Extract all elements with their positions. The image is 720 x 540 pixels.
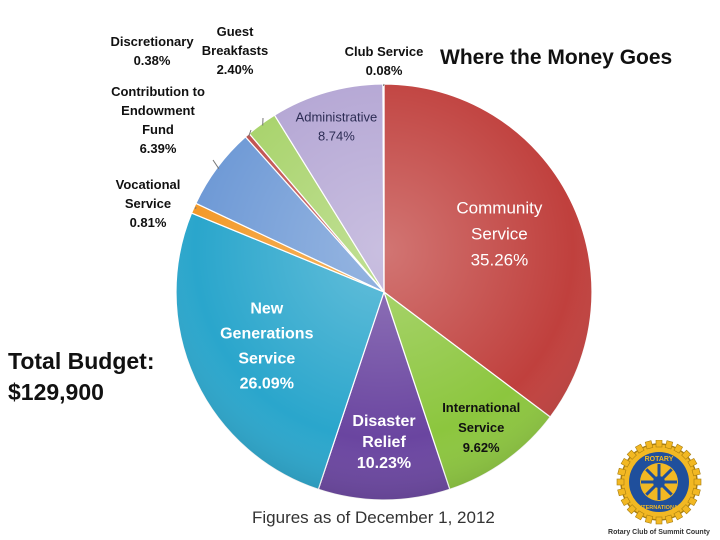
logo-gear-tooth: [691, 487, 701, 497]
logo-gear-tooth: [616, 478, 625, 486]
logo-gear-tooth: [693, 478, 702, 486]
slice-label-new-generations-service: New Generations Service 26.09%: [220, 300, 313, 392]
logo-gear-tooth: [673, 443, 684, 454]
logo-gear-tooth: [681, 504, 692, 515]
logo-caption: Rotary Club of Summit County: [608, 529, 710, 536]
logo-gear-tooth: [617, 487, 627, 497]
logo-gear-tooth: [687, 457, 698, 468]
logo-gear-tooth: [634, 443, 645, 454]
leader-line-contribution-to-endowment-fund: [212, 159, 220, 170]
logo-gear-tooth: [617, 467, 627, 477]
slice-label-administrative: Administrative 8.74%: [296, 110, 378, 144]
logo-gear-tooth: [673, 510, 684, 521]
rotary-logo: ROTARY INTERNATIONAL Rotary Club of Summ…: [608, 440, 710, 536]
logo-gear-tooth: [691, 467, 701, 477]
logo-gear-tooth: [655, 440, 663, 448]
leader-line-vocational-service: [195, 206, 197, 210]
logo-gear-tooth: [664, 440, 674, 450]
slice-label-disaster-relief: Disaster Relief 10.23%: [352, 413, 415, 472]
chart-title: Where the Money Goes: [440, 46, 673, 69]
logo-gear-tooth: [620, 457, 631, 468]
logo-gear-tooth: [655, 516, 663, 525]
logo-gear-tooth: [620, 496, 631, 507]
slice-label-guest-breakfasts: Guest Breakfasts 2.40%: [202, 24, 269, 77]
logo-ring-bottom: INTERNATIONAL: [637, 505, 682, 511]
total-budget: Total Budget: $129,900: [8, 346, 155, 408]
leader-line-club-service: [383, 83, 385, 87]
slice-label-community-service: Community Service 35.26%: [456, 198, 542, 269]
logo-gear-tooth: [687, 496, 698, 507]
slice-label-contribution-to-endowment-fund: Contribution to Endowment Fund 6.39%: [111, 84, 205, 156]
slice-label-vocational-service: Vocational Service 0.81%: [116, 177, 181, 230]
logo-gear-tooth: [626, 504, 637, 515]
logo-ring-top: ROTARY: [645, 456, 674, 463]
logo-gear-tooth: [626, 449, 637, 460]
figures-date-note: Figures as of December 1, 2012: [252, 508, 495, 527]
slice-label-discretionary: Discretionary 0.38%: [110, 34, 194, 68]
logo-gear-tooth: [644, 440, 654, 450]
slice-label-club-service: Club Service 0.08%: [345, 44, 424, 78]
leader-line-discretionary: [248, 129, 252, 137]
logo-gear-tooth: [664, 514, 674, 524]
logo-gear-tooth: [644, 514, 654, 524]
logo-gear-tooth: [634, 510, 645, 521]
slice-label-international-service: International Service 9.62%: [442, 400, 520, 455]
logo-gear-tooth: [681, 449, 692, 460]
total-budget-label: Total Budget:: [8, 348, 155, 374]
total-budget-value: $129,900: [8, 379, 104, 405]
